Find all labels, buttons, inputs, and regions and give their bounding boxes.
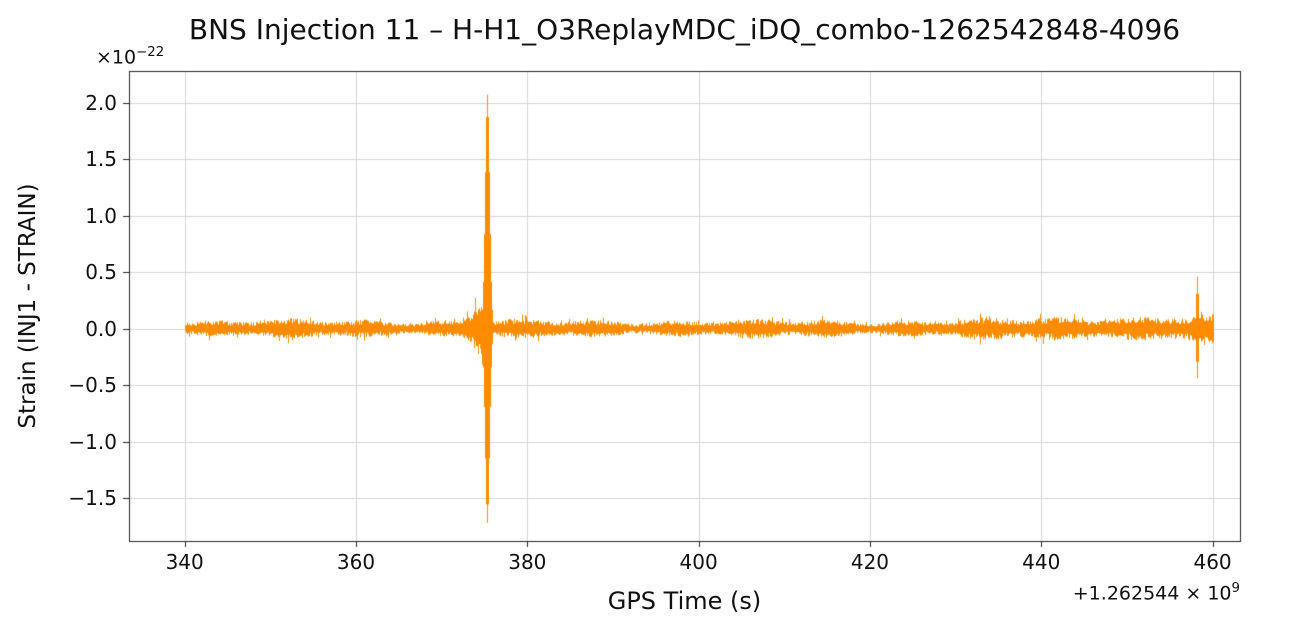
x-offset-exponent: 9 (1231, 581, 1240, 596)
x-tick-label: 400 (679, 550, 718, 574)
x-tick-label: 420 (850, 550, 890, 574)
y-tick-label: −1.0 (68, 429, 117, 454)
x-tick-label: 380 (508, 550, 547, 574)
y-tick-label: 0.5 (85, 260, 117, 285)
y-tick-label: 1.5 (85, 147, 117, 172)
x-tick-label: 460 (1193, 550, 1232, 574)
y-tick-label: 2.0 (85, 90, 117, 115)
chart-title: BNS Injection 11 – H-H1_O3ReplayMDC_iDQ_… (188, 13, 1181, 46)
x-axis-offset-text: +1.262544 × 109 (129, 581, 1240, 604)
y-tick-label: 0.0 (85, 316, 117, 341)
x-axis-label: GPS Time (s) (607, 587, 762, 615)
y-offset-base: ×10 (96, 46, 137, 69)
y-axis-label: Strain (INJ1 - STRAIN) (15, 183, 41, 429)
x-tick-label: 440 (1022, 550, 1061, 574)
y-axis-scale-offset-text: ×10−22 (96, 45, 164, 68)
y-tick-label: 1.0 (85, 203, 117, 228)
y-offset-exponent: −22 (136, 45, 165, 60)
x-tick-label: 340 (165, 550, 204, 574)
y-tick-label: −1.5 (68, 486, 117, 511)
x-tick-label: 360 (336, 550, 376, 574)
y-tick-label: −0.5 (68, 373, 117, 398)
x-offset-base: +1.262544 × 10 (1072, 582, 1232, 605)
